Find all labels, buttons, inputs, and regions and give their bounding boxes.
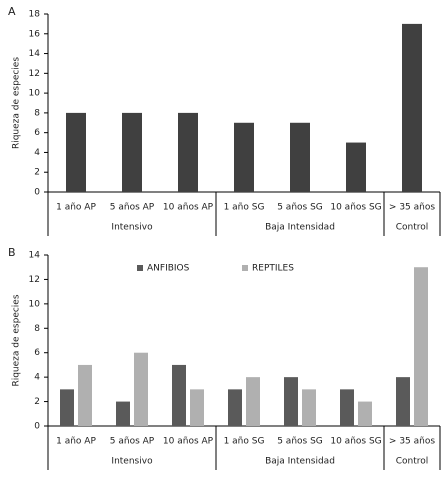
y-tick-label: 18 — [29, 10, 41, 20]
y-axis-title: Riqueza de especies — [12, 294, 22, 386]
group-label: Control — [396, 223, 429, 233]
group-label: Baja Intensidad — [265, 223, 335, 233]
bar — [78, 364, 92, 426]
bar — [116, 401, 130, 426]
x-tick-label: 1 año AP — [56, 437, 96, 447]
group-label: Baja Intensidad — [265, 457, 335, 467]
y-tick-label: 4 — [34, 373, 40, 383]
y-tick-label: 6 — [34, 128, 40, 138]
bar — [228, 389, 242, 426]
panel-label: A — [8, 5, 16, 18]
x-tick-label: 1 año SG — [224, 437, 265, 447]
y-tick-label: 8 — [34, 324, 40, 334]
legend-label: REPTILES — [252, 264, 294, 274]
bar — [396, 377, 410, 426]
bar — [346, 142, 366, 192]
group-label: Control — [396, 457, 429, 467]
y-tick-label: 6 — [34, 348, 40, 358]
bar — [60, 389, 74, 426]
y-tick-label: 14 — [29, 251, 41, 261]
bar — [340, 389, 354, 426]
bar — [246, 377, 260, 426]
x-tick-label: 5 años SG — [277, 203, 323, 213]
group-label: Intensivo — [111, 223, 153, 233]
bar — [234, 122, 254, 192]
legend-label: ANFIBIOS — [147, 264, 190, 274]
bar — [190, 389, 204, 426]
x-tick-label: 10 años AP — [163, 203, 214, 213]
y-tick-label: 12 — [29, 275, 40, 285]
y-axis-title: Riqueza de especies — [12, 57, 22, 149]
y-tick-label: 2 — [34, 168, 40, 178]
x-tick-label: 1 año SG — [224, 203, 265, 213]
y-tick-label: 10 — [29, 89, 41, 99]
y-tick-label: 0 — [34, 188, 40, 198]
panel-label: B — [8, 246, 16, 259]
group-label: Intensivo — [111, 457, 153, 467]
bar — [302, 389, 316, 426]
y-tick-label: 4 — [34, 148, 40, 158]
legend-swatch — [137, 265, 143, 271]
bar — [178, 112, 198, 192]
bar — [172, 364, 186, 426]
x-tick-label: > 35 años — [389, 437, 435, 447]
bar — [290, 122, 310, 192]
bar — [284, 377, 298, 426]
bar — [358, 401, 372, 426]
bar — [66, 112, 86, 192]
bar — [414, 267, 428, 426]
y-tick-label: 16 — [29, 29, 41, 39]
x-tick-label: 5 años SG — [277, 437, 323, 447]
x-tick-label: 1 año AP — [56, 203, 96, 213]
y-tick-label: 8 — [34, 108, 40, 118]
x-tick-label: 5 años AP — [110, 437, 155, 447]
bar — [122, 112, 142, 192]
y-tick-label: 0 — [34, 422, 40, 432]
x-tick-label: > 35 años — [389, 203, 435, 213]
legend-swatch — [242, 265, 248, 271]
y-tick-label: 12 — [29, 69, 40, 79]
y-tick-label: 14 — [29, 49, 41, 59]
bar — [402, 23, 422, 193]
x-tick-label: 10 años SG — [330, 203, 381, 213]
y-tick-label: 10 — [29, 299, 41, 309]
bar — [134, 352, 148, 426]
x-tick-label: 10 años AP — [163, 437, 214, 447]
x-tick-label: 10 años SG — [330, 437, 381, 447]
x-tick-label: 5 años AP — [110, 203, 155, 213]
y-tick-label: 2 — [34, 397, 40, 407]
